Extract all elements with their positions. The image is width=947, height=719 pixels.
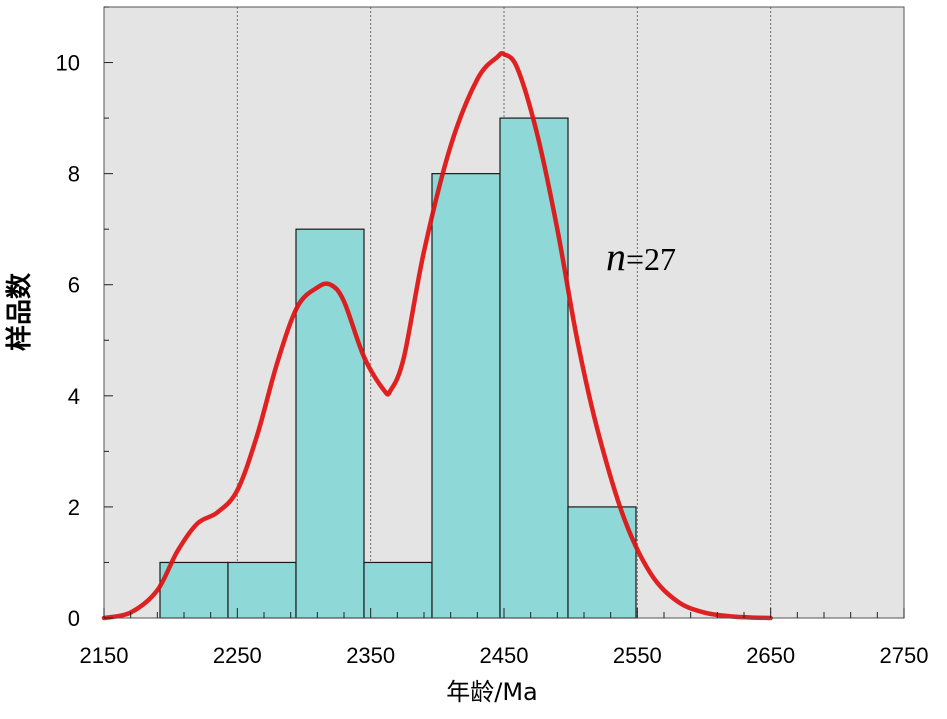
x-axis-title: 年龄/Ma [446,678,538,706]
x-tick-label: 2150 [80,643,129,668]
sample-count-annotation: n=27 [606,234,676,279]
y-tick-label: 10 [56,51,80,76]
x-tick-label: 2350 [346,643,395,668]
histogram-bar [227,561,297,619]
histogram-bar [431,173,501,619]
annotation-n: n [606,234,626,279]
y-axis-title: 样品数 [4,272,35,351]
density-curve [101,50,773,621]
histogram-bars [159,117,637,619]
histogram-bar [295,228,365,619]
y-tick-label: 6 [68,273,80,298]
x-tick-label: 2750 [880,643,929,668]
x-tick-label: 2450 [480,643,529,668]
annotation-count: =27 [626,241,676,277]
y-tick-label: 8 [68,162,80,187]
histogram-bar [363,561,433,619]
tick-labels: 2150 2250 2350 2450 2550 2650 2750 0 2 4 6 8 10 [56,51,929,668]
x-tick-label: 2550 [613,643,662,668]
y-tick-label: 2 [68,495,80,520]
y-tick-label: 0 [68,606,80,631]
x-tick-label: 2650 [746,643,795,668]
axis-ticks [103,6,905,619]
y-tick-label: 4 [68,384,80,409]
x-tick-label: 2250 [213,643,262,668]
histogram-bar [499,117,569,619]
